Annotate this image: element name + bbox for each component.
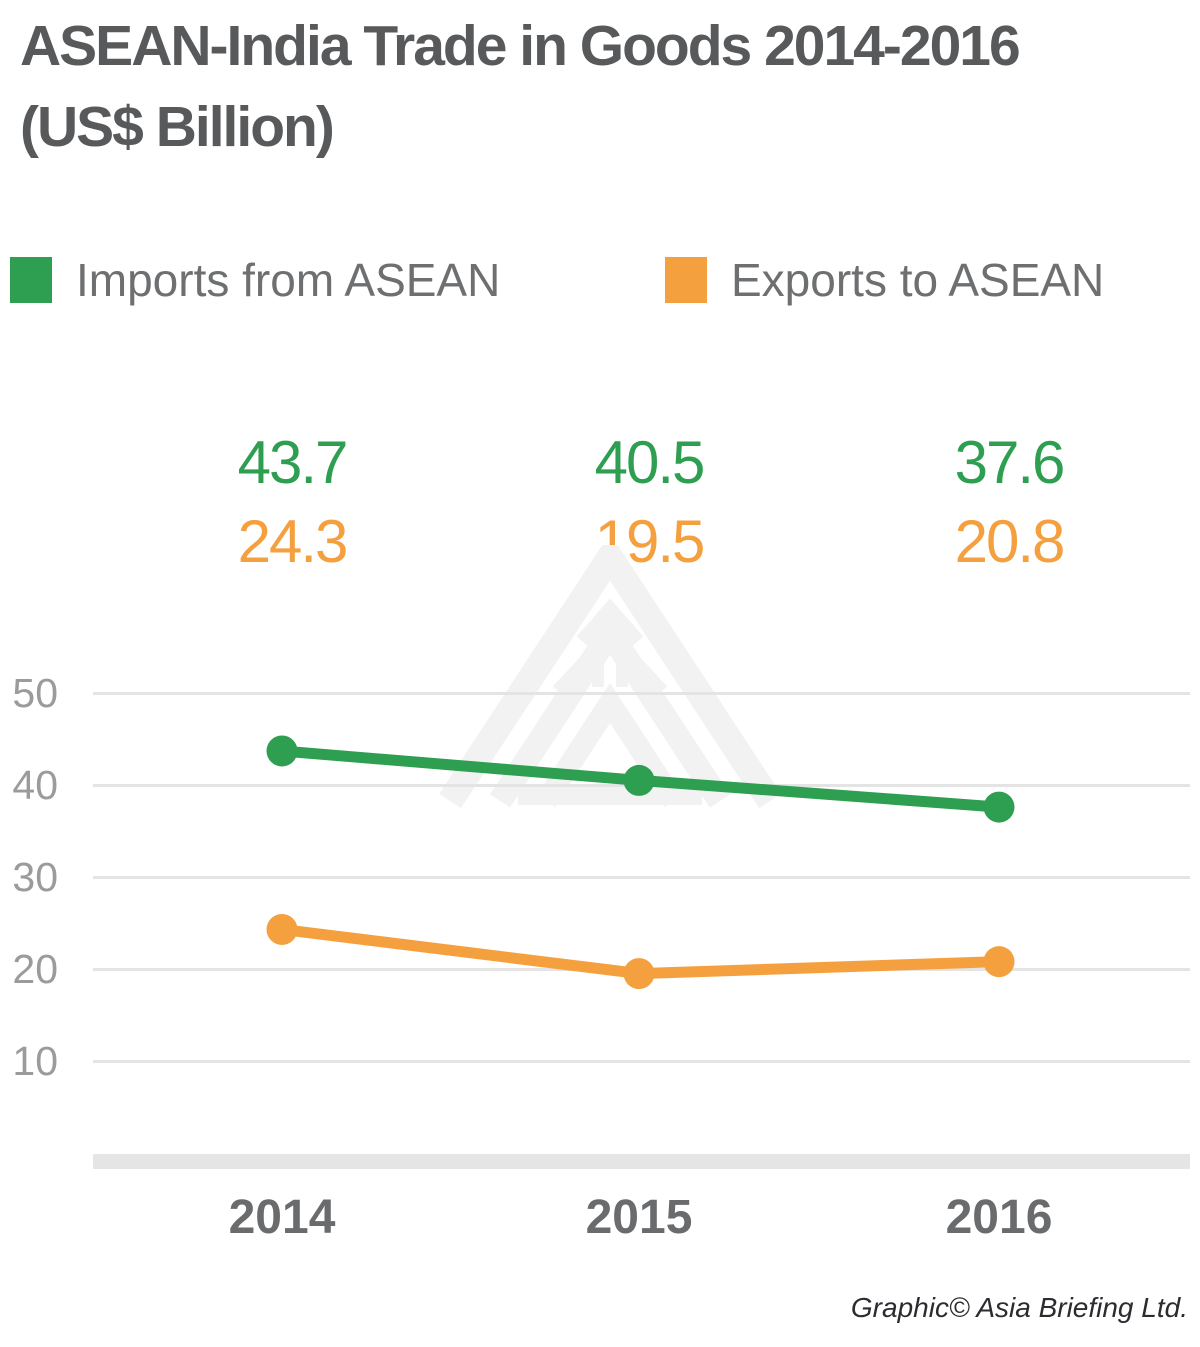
imports-legend-label: Imports from ASEAN <box>76 254 501 306</box>
exports-legend-label: Exports to ASEAN <box>731 254 1105 306</box>
gridline-20 <box>93 967 1190 971</box>
y-tick-label-40: 40 <box>12 762 58 808</box>
gridline-30 <box>93 875 1190 879</box>
legend-item-exports: Exports to ASEAN <box>665 254 1105 306</box>
x-axis-label-2016: 2016 <box>945 1191 1053 1244</box>
gridline-40 <box>93 783 1190 787</box>
asia-briefing-logo-watermark-icon <box>440 545 780 809</box>
value-label-2016-imports: 37.6 <box>954 429 1066 496</box>
exports-legend-swatch-icon <box>665 257 707 303</box>
value-label-2014-imports: 43.7 <box>237 429 349 496</box>
y-tick-label-30: 30 <box>12 854 58 900</box>
value-label-2014-exports: 24.3 <box>237 508 349 575</box>
y-tick-label-20: 20 <box>12 946 58 992</box>
y-tick-label-50: 50 <box>12 670 58 716</box>
chart-title: ASEAN-India Trade in Goods 2014-2016 (US$… <box>20 6 1021 168</box>
legend-item-imports: Imports from ASEAN <box>10 254 501 306</box>
y-tick-label-10: 10 <box>12 1038 58 1084</box>
value-label-2015-imports: 40.5 <box>594 429 706 496</box>
credit-text: Graphic© Asia Briefing Ltd. <box>850 1292 1188 1323</box>
data-point-2014-imports <box>266 735 298 767</box>
gridline-50 <box>93 691 1190 695</box>
data-point-2014-exports <box>266 913 298 945</box>
chart-title-line1: ASEAN-India Trade in Goods 2014-2016 <box>20 14 1021 78</box>
x-axis-label-2014: 2014 <box>228 1191 336 1244</box>
data-point-2015-exports <box>623 958 655 990</box>
data-point-2016-imports <box>983 791 1015 823</box>
gridline-10 <box>93 1059 1190 1063</box>
value-label-2016-exports: 20.8 <box>954 508 1066 575</box>
chart-title-line2: (US$ Billion) <box>20 95 335 159</box>
imports-legend-swatch-icon <box>10 257 52 303</box>
x-axis-label-2015: 2015 <box>585 1191 693 1244</box>
data-point-2016-exports <box>983 946 1015 978</box>
x-axis-line <box>93 1154 1190 1169</box>
